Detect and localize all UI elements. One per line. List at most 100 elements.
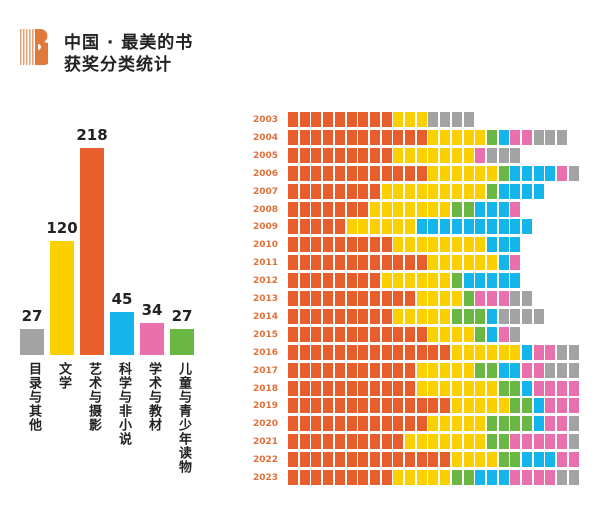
waffle-square [311,112,322,127]
waffle-square [381,434,392,450]
waffle-square [568,452,579,468]
waffle-square [475,291,486,306]
waffle-square [498,416,509,432]
waffle-square [510,380,521,396]
waffle-square [428,470,439,485]
waffle-square [288,147,298,163]
waffle-square [334,201,345,217]
waffle-square [510,308,521,324]
waffle-square [498,434,509,450]
waffle-square [334,308,345,324]
waffle-square [381,237,392,253]
waffle-square [451,112,462,127]
waffle-square [510,129,521,145]
waffle-square [440,362,451,378]
waffle-square [311,416,322,432]
waffle-square [346,237,357,253]
waffle-square [522,308,532,324]
waffle-square [369,434,380,450]
waffle-square [358,255,369,271]
waffle-square [451,326,462,342]
waffle-square [475,201,486,217]
waffle-square [522,183,532,199]
waffle-square [440,165,451,181]
waffle-square [393,165,404,181]
waffle-square [463,147,474,163]
waffle-square [416,237,427,253]
waffle-square [463,255,474,271]
waffle-square [451,147,462,163]
waffle-square [522,291,532,306]
waffle-square [451,291,462,306]
waffle-square [486,326,497,342]
waffle-square [428,380,439,396]
waffle-square [533,129,544,145]
waffle-square [486,201,497,217]
waffle-square [498,362,509,378]
waffle-square [311,183,322,199]
waffle-square [288,398,298,414]
bar-value-label: 27 [171,307,193,326]
waffle-square [358,237,369,253]
waffle-square [346,416,357,432]
waffle-square [405,147,415,163]
waffle-square [393,129,404,145]
category-label: 艺术与摄影 [86,362,101,432]
waffle-square [299,219,310,235]
waffle-square [463,273,474,289]
waffle-square [428,308,439,324]
waffle-square [299,112,310,127]
waffle-square [369,201,380,217]
year-label: 2011 [252,258,278,269]
waffle-square [463,183,474,199]
waffle-square [393,273,404,289]
waffle-square [288,308,298,324]
waffle-square [463,344,474,360]
waffle-square [522,452,532,468]
waffle-square [416,147,427,163]
waffle-square [299,362,310,378]
waffle-square [358,344,369,360]
waffle-square [369,291,380,306]
title-line-1: 中国 · 最美的书 [64,33,194,53]
waffle-square [451,237,462,253]
year-label: 2018 [252,383,278,394]
waffle-square [405,291,415,306]
waffle-square [358,129,369,145]
waffle-square [486,452,497,468]
waffle-square [346,147,357,163]
waffle-square [463,452,474,468]
waffle-square [451,344,462,360]
waffle-square [323,308,334,324]
waffle-square [475,380,486,396]
waffle-square [323,291,334,306]
waffle-square [358,273,369,289]
waffle-square [381,183,392,199]
waffle-square [416,291,427,306]
waffle-square [323,470,334,485]
year-label: 2012 [252,276,278,287]
waffle-square [440,255,451,271]
bar [140,322,164,355]
waffle-square [346,434,357,450]
waffle-square [498,237,509,253]
waffle-square [393,326,404,342]
waffle-square [545,434,556,450]
waffle-square [475,147,486,163]
waffle-square [498,452,509,468]
waffle-square [428,326,439,342]
waffle-square [498,201,509,217]
waffle-square [288,344,298,360]
bar [20,329,44,355]
waffle-square [510,416,521,432]
waffle-square [358,219,369,235]
waffle-square [299,255,310,271]
waffle-square [533,380,544,396]
waffle-square [522,219,532,235]
waffle-square [323,183,334,199]
waffle-square [557,129,568,145]
bar-value-label: 120 [46,219,78,238]
waffle-square [323,344,334,360]
category-label: 儿童与青少年读物 [176,362,191,474]
waffle-square [323,434,334,450]
